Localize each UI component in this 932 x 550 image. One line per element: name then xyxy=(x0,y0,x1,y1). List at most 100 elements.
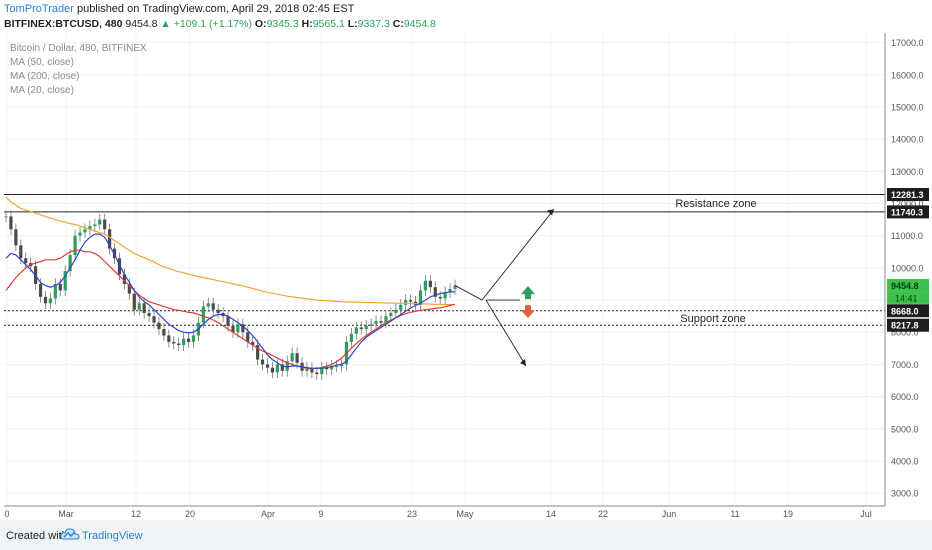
candle-body xyxy=(38,283,43,297)
candle-body xyxy=(93,224,97,227)
x-tick-label: 14 xyxy=(546,509,556,519)
candle-body xyxy=(389,312,393,317)
y-tick-label: 4000.0 xyxy=(891,456,919,466)
y-tick-label: 10000.0 xyxy=(891,263,924,273)
x-tick-label: 12 xyxy=(131,509,141,519)
x-tick-label: May xyxy=(456,509,474,519)
candle-body xyxy=(167,335,171,342)
tradingview-cloud-icon xyxy=(60,528,80,540)
up-arrow-icon: ▲ xyxy=(160,18,171,30)
y-tick-label: 7000.0 xyxy=(891,360,919,370)
author-link[interactable]: TomProTrader xyxy=(4,3,74,15)
candle-body xyxy=(186,338,191,342)
candle-body xyxy=(265,364,270,368)
candle-body xyxy=(172,341,176,344)
price-label-text: 9454.8 xyxy=(891,281,919,291)
candle-body xyxy=(53,283,57,299)
price-label-box xyxy=(887,278,929,292)
x-tick-label: 20 xyxy=(185,509,195,519)
candle-body xyxy=(246,332,250,342)
candle-body xyxy=(191,335,196,342)
candle-body xyxy=(211,303,215,310)
candle-body xyxy=(433,287,437,297)
candle-body xyxy=(453,285,457,289)
ma200-line xyxy=(5,196,456,306)
y-tick-label: 13000.0 xyxy=(891,167,924,177)
candle-body xyxy=(177,343,181,346)
candle-body xyxy=(206,303,210,307)
candle-body xyxy=(132,293,136,310)
candle-body xyxy=(103,219,107,230)
x-tick-label: Mar xyxy=(58,509,74,519)
price-chart[interactable]: Resistance zone Support zone 17000.0 16000… xyxy=(0,0,932,520)
candle-body xyxy=(320,367,324,375)
x-tick-label: Jul xyxy=(860,509,872,519)
published-text: published on TradingView.com, April 29, … xyxy=(76,3,355,15)
candle-body xyxy=(152,316,156,323)
y-tick-label: 11000.0 xyxy=(891,231,923,241)
candle-body xyxy=(330,366,334,370)
candle-body xyxy=(112,248,117,259)
x-tick-label: Apr xyxy=(261,509,275,519)
candle-body xyxy=(423,280,427,291)
legend-entry: Bitcoin / Dollar, 480, BITFINEX xyxy=(10,43,147,54)
countdown-box xyxy=(887,291,929,304)
y-tick-label: 8000.0 xyxy=(891,328,919,338)
candle-body xyxy=(354,327,358,334)
y-tick-label: 15000.0 xyxy=(891,103,924,113)
candle-body xyxy=(157,322,161,330)
countdown-text: 14:41 xyxy=(895,293,918,303)
candle-body xyxy=(394,309,398,313)
y-tick-label: 16000.0 xyxy=(891,70,924,80)
candle-body xyxy=(236,324,240,333)
arrowhead-down xyxy=(520,359,526,367)
candle-body xyxy=(83,229,87,233)
close-label: C: xyxy=(392,18,404,30)
candle-body xyxy=(418,290,423,305)
price-label-text: 12281.3 xyxy=(891,190,924,200)
price-label-box xyxy=(887,205,929,219)
candle-body xyxy=(428,280,432,288)
candle-body xyxy=(14,229,18,246)
y-tick-label: 5000.0 xyxy=(891,424,919,434)
resistance-zone-label: Resistance zone xyxy=(675,198,756,210)
legend-entry: MA (50, close) xyxy=(10,57,74,68)
candle-body xyxy=(58,283,62,291)
candle-body xyxy=(305,367,309,371)
created-with-text: Created with xyxy=(6,530,68,542)
x-tick-label: 0 xyxy=(4,509,9,519)
scenario-up-line xyxy=(454,209,555,301)
price-label-text: 8217.8 xyxy=(891,321,919,331)
candle-body xyxy=(108,229,112,249)
candle-body xyxy=(256,345,260,360)
candle-body xyxy=(24,258,28,264)
x-tick-label: 19 xyxy=(783,509,793,519)
scenario-down-line xyxy=(485,299,527,367)
support-zone-label: Support zone xyxy=(680,313,745,325)
candle-body xyxy=(443,292,447,299)
candle-body xyxy=(275,364,279,373)
candle-body xyxy=(325,367,329,370)
candle-body xyxy=(137,303,141,310)
price-label-text: 11740.3 xyxy=(891,207,923,217)
candle-body xyxy=(374,320,378,325)
legend-entry: MA (20, close) xyxy=(10,85,74,96)
y-tick-label: 6000.0 xyxy=(891,392,919,402)
low-value: 9337.3 xyxy=(357,18,390,30)
candle-body xyxy=(231,325,235,333)
candle-body xyxy=(4,216,8,218)
price-label-box xyxy=(887,318,929,332)
candle-body xyxy=(310,367,314,373)
candle-body xyxy=(438,296,442,299)
y-tick-label: 17000.0 xyxy=(891,38,924,48)
candle-body xyxy=(48,298,53,304)
candle-body xyxy=(270,367,275,373)
x-tick-label: Jun xyxy=(662,509,677,519)
price-label-box xyxy=(887,304,929,318)
candle-body xyxy=(339,364,344,367)
x-tick-label: 9 xyxy=(318,509,323,519)
candle-body xyxy=(364,325,368,330)
tradingview-brand[interactable]: TradingView xyxy=(82,530,143,542)
candle-body xyxy=(285,361,289,371)
candle-body xyxy=(349,333,353,342)
